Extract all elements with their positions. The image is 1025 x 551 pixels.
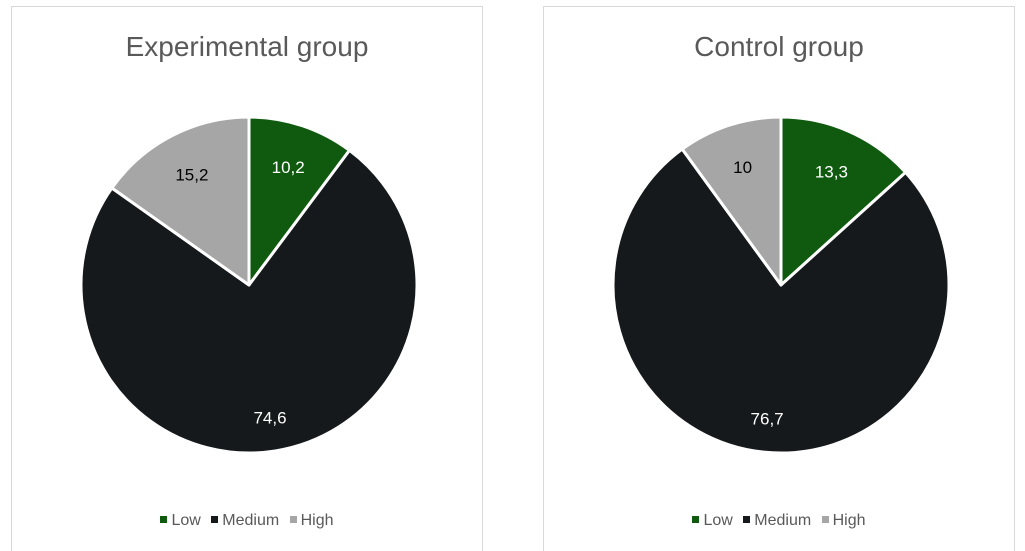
legend-entry-low: Low — [692, 512, 733, 530]
legend-entry-low: Low — [160, 512, 201, 530]
legend-entry-high: High — [821, 512, 866, 530]
legend-label-low: Low — [703, 512, 733, 529]
legend-swatch-low — [692, 516, 700, 523]
legend-label-medium: Medium — [222, 512, 280, 529]
data-label-high: 10 — [733, 158, 752, 177]
legend-label-low: Low — [171, 512, 201, 529]
legend-label-medium: Medium — [754, 512, 812, 529]
legend-swatch-low — [160, 516, 168, 523]
data-label-low: 13,3 — [815, 162, 848, 181]
legend: Low Medium High — [12, 512, 482, 530]
pie-slice-low — [779, 115, 908, 287]
pie-slice-low — [247, 115, 351, 287]
data-label-medium: 74,6 — [253, 409, 286, 428]
legend-entry-high: High — [289, 512, 334, 530]
pie-slice-medium — [611, 147, 951, 455]
legend-swatch-medium — [743, 516, 751, 523]
legend-swatch-medium — [211, 516, 219, 523]
legend-swatch-high — [289, 516, 297, 523]
pie-slice-high — [680, 115, 783, 287]
data-label-low: 10,2 — [272, 158, 305, 177]
pie-chart-control: Control group 13,3 76,7 10 Low Medium High — [543, 6, 1015, 551]
chart-title: Experimental group — [125, 31, 369, 62]
pie-plot-area: 10,2 74,6 15,2 — [79, 115, 419, 455]
legend-entry-medium: Medium — [211, 512, 279, 530]
pie-chart-experimental: Experimental group 10,2 74,6 15,2 Low Medi… — [11, 6, 483, 551]
legend-label-high: High — [832, 512, 866, 529]
legend-swatch-high — [821, 516, 829, 523]
data-label-medium: 76,7 — [751, 410, 784, 429]
pie-plot-area: 13,3 76,7 10 — [611, 115, 951, 455]
pie-slice-high — [110, 115, 251, 287]
legend: Low Medium High — [544, 512, 1014, 530]
data-label-high: 15,2 — [175, 166, 208, 185]
chart-title: Control group — [694, 31, 864, 62]
legend-entry-medium: Medium — [743, 512, 811, 530]
legend-label-high: High — [300, 512, 334, 529]
